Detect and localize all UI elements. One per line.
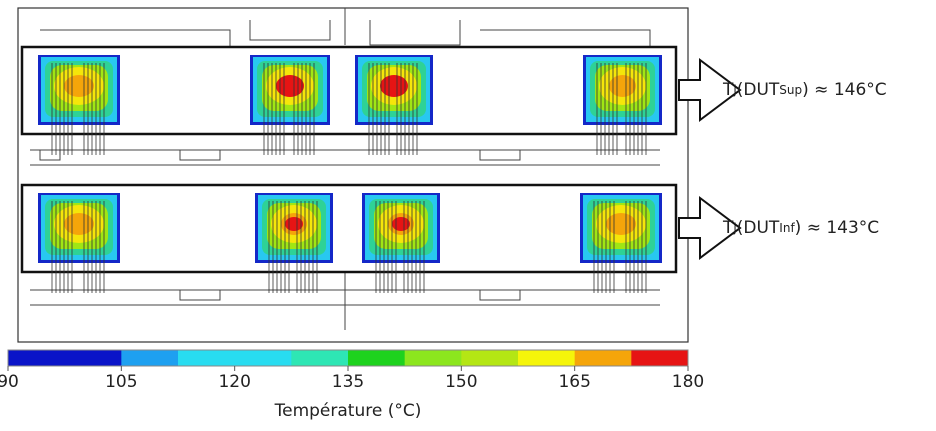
region-box <box>20 183 678 274</box>
board <box>17 7 689 343</box>
annotation-part: j <box>732 221 736 235</box>
colorbar-segment <box>178 350 236 366</box>
colorbar-segment <box>461 350 519 366</box>
annotation-part: (DUT <box>737 218 780 238</box>
annotation: Tj(DUTInf) ≈ 143°C <box>722 218 879 238</box>
chip-zone <box>64 75 94 97</box>
region-box <box>20 45 678 136</box>
colorbar-segment <box>234 350 292 366</box>
hot-spot <box>285 217 303 231</box>
tick-label: 180 <box>672 372 704 392</box>
colorbar-segment <box>518 350 576 366</box>
hot-spot <box>392 217 410 231</box>
colorbar-segment <box>574 350 632 366</box>
tick-label: 165 <box>558 372 590 392</box>
annotation-part: j <box>732 83 736 97</box>
hot-spot <box>380 75 408 97</box>
chip-zone <box>64 213 94 235</box>
chip-zone <box>606 213 636 235</box>
chip-zone <box>609 75 636 97</box>
traces <box>30 8 660 330</box>
tick-label: 105 <box>105 372 137 392</box>
annotation-part: T <box>722 218 734 238</box>
colorbar-segment <box>348 350 406 366</box>
arrow <box>678 196 742 260</box>
colorbar-segment <box>121 350 179 366</box>
annotation-part: Sup <box>779 83 802 97</box>
colorbar-segment <box>631 350 689 366</box>
annotation: Tj(DUTSup) ≈ 146°C <box>722 80 887 100</box>
colorbar-segment <box>64 350 122 366</box>
arrow <box>678 58 742 122</box>
tick-label: 90 <box>0 372 19 392</box>
annotation-part: Inf <box>779 221 795 235</box>
annotation-part: T <box>722 80 734 100</box>
colorbar-segment <box>291 350 349 366</box>
annotation-part: ) ≈ 146°C <box>802 80 887 100</box>
colorbar-segment <box>404 350 462 366</box>
hot-spot <box>276 75 304 97</box>
colorbar-title: Température (°C) <box>274 401 422 421</box>
colorbar-segment <box>8 350 66 366</box>
tick-label: 135 <box>332 372 364 392</box>
annotation-part: ) ≈ 143°C <box>795 218 880 238</box>
tick-label: 120 <box>218 372 250 392</box>
annotation-part: (DUT <box>737 80 780 100</box>
tick-label: 150 <box>445 372 477 392</box>
